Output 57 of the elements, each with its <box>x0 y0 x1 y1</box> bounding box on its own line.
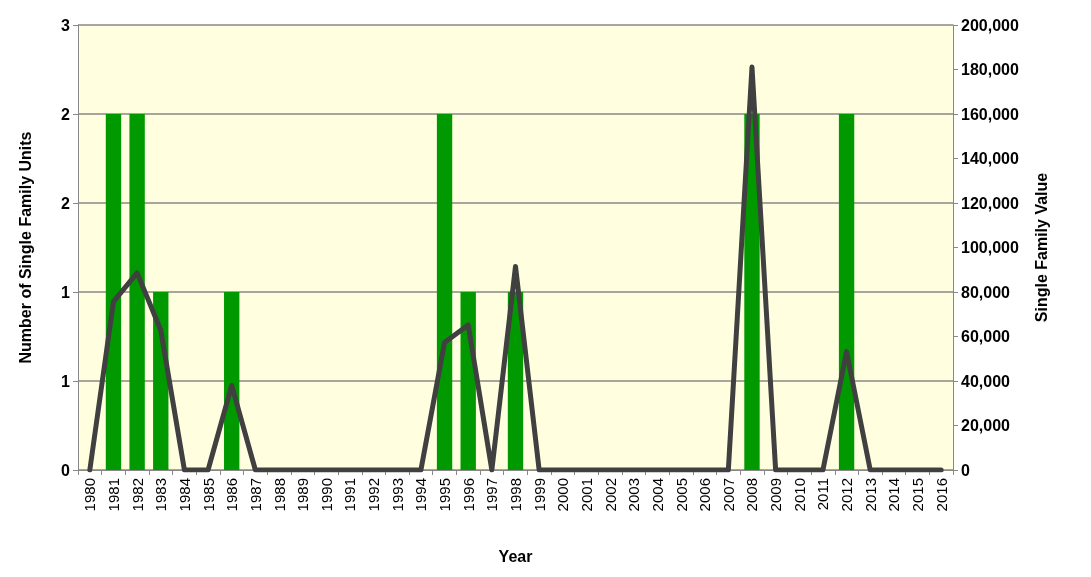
x-tick-label: 2015 <box>909 478 927 512</box>
x-tick-label: 2007 <box>719 478 737 512</box>
y2-tick-label: 100,000 <box>961 239 1019 256</box>
y2-axis-title: Single Family Value <box>1032 172 1050 323</box>
x-tick-label: 1986 <box>223 478 241 512</box>
y-axis-title: Number of Single Family Units <box>16 131 34 364</box>
x-tick-label: 1994 <box>412 478 430 512</box>
y-tick-label: 0 <box>61 461 71 479</box>
x-tick-label: 1992 <box>365 478 383 512</box>
x-tick-label: 2010 <box>790 478 808 512</box>
x-tick-label: 2001 <box>577 478 595 512</box>
x-tick-label: 1984 <box>175 478 193 512</box>
x-tick-label: 1989 <box>294 478 312 512</box>
x-tick-label: 1991 <box>341 478 359 512</box>
y2-tick-label: 160,000 <box>961 105 1019 123</box>
x-tick-label: 2013 <box>861 478 879 512</box>
x-tick-label: 1980 <box>81 478 99 512</box>
x-tick-label: 1983 <box>152 478 170 512</box>
x-axis-title: Year <box>498 547 533 565</box>
y-tick-label: 3 <box>61 16 71 34</box>
x-tick-label: 1988 <box>270 478 288 512</box>
x-tick-label: 2006 <box>696 478 714 512</box>
x-tick-label: 1997 <box>483 478 501 512</box>
y-tick-label: 2 <box>61 194 71 212</box>
x-tick-label: 2003 <box>625 478 643 512</box>
x-tick-label: 2014 <box>885 478 903 512</box>
x-tick-label: 2002 <box>601 478 619 512</box>
y2-tick-label: 180,000 <box>961 61 1019 78</box>
y-tick-label: 2 <box>61 105 71 123</box>
x-tick-label: 1996 <box>459 478 477 512</box>
x-tick-label: 2009 <box>767 478 785 512</box>
x-tick-label: 1993 <box>388 478 406 512</box>
y2-tick-label: 60,000 <box>961 328 1011 345</box>
y2-tick-label: 0 <box>961 461 970 479</box>
x-tick-label: 1995 <box>436 478 454 512</box>
y2-tick-label: 40,000 <box>961 372 1011 390</box>
y2-tick-label: 200,000 <box>961 16 1019 34</box>
x-tick-label: 2012 <box>838 478 856 512</box>
x-tick-label: 2016 <box>932 478 950 512</box>
x-tick-label: 1998 <box>507 478 524 512</box>
x-tick-label: 1999 <box>530 478 548 512</box>
x-tick-label: 1981 <box>104 478 122 512</box>
y2-tick-label: 120,000 <box>961 194 1019 212</box>
x-tick-label: 1990 <box>317 478 335 512</box>
x-tick-label: 1985 <box>199 478 217 512</box>
x-tick-label: 2004 <box>648 478 666 512</box>
y2-tick-label: 20,000 <box>961 417 1011 434</box>
x-tick-label: 2000 <box>554 478 572 512</box>
y2-tick-label: 80,000 <box>961 283 1011 301</box>
x-tick-label: 1987 <box>246 478 264 512</box>
y-tick-label: 1 <box>61 372 71 390</box>
y-tick-label: 1 <box>61 283 71 301</box>
x-tick-label: 2005 <box>672 478 690 512</box>
y2-tick-label: 140,000 <box>961 150 1019 167</box>
x-tick-label: 2008 <box>743 478 761 512</box>
x-tick-label: 2011 <box>814 478 832 511</box>
x-tick-label: 1982 <box>128 478 146 512</box>
